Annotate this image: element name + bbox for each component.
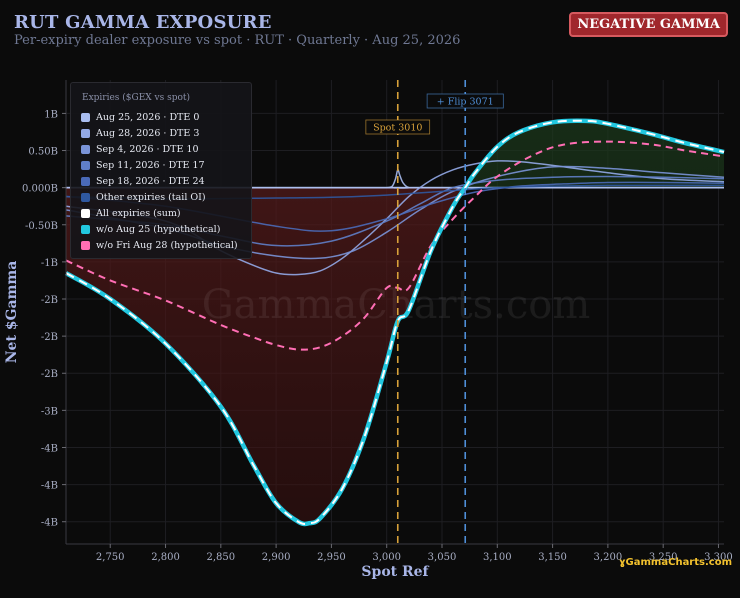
x-tick-label: 3,150 bbox=[538, 552, 567, 563]
legend-swatch bbox=[81, 144, 90, 154]
legend-item: Sep 18, 2026 · DTE 24 bbox=[81, 173, 251, 189]
spot-label: Spot 3010 bbox=[373, 123, 422, 134]
legend-label: Aug 28, 2026 · DTE 3 bbox=[96, 127, 200, 139]
legend-label: Sep 18, 2026 · DTE 24 bbox=[96, 175, 205, 187]
y-axis-label: Net $Gamma bbox=[4, 261, 20, 364]
legend-item: All expiries (sum) bbox=[81, 205, 251, 221]
gamma-regime-badge: NEGATIVE GAMMA bbox=[569, 12, 728, 37]
legend-label: w/o Fri Aug 28 (hypothetical) bbox=[96, 239, 238, 251]
x-tick-label: 3,050 bbox=[428, 552, 457, 563]
legend-swatch bbox=[81, 112, 90, 122]
axes: 2,750 2,800 2,850 2,900 2,950 3,000 3,050 3,100… bbox=[4, 80, 733, 580]
y-tick-label: -4B bbox=[41, 481, 58, 492]
x-tick-label: 3,000 bbox=[372, 552, 401, 563]
x-tick-label: 2,800 bbox=[151, 552, 180, 563]
series-line-8 bbox=[65, 119, 725, 525]
y-tick-label: -3B bbox=[41, 406, 58, 417]
x-tick-label: 3,250 bbox=[649, 552, 678, 563]
series-lines bbox=[64, 118, 725, 527]
legend-swatch bbox=[81, 192, 90, 202]
spot-label-box bbox=[365, 119, 431, 135]
x-tick-label: 2,850 bbox=[207, 552, 236, 563]
y-tick-label: 0.50B bbox=[28, 147, 58, 158]
legend-label: All expiries (sum) bbox=[96, 207, 181, 219]
y-tick-label: -1B bbox=[41, 258, 58, 269]
legend-label: Sep 4, 2026 · DTE 10 bbox=[96, 143, 199, 155]
legend-label: Other expiries (tail OI) bbox=[96, 191, 206, 203]
chart-subtitle: Per-expiry dealer exposure vs spot · RUT… bbox=[14, 33, 461, 48]
chart-title: RUT GAMMA EXPOSURE bbox=[14, 12, 272, 33]
brand-logo: ɣGammaCharts.com bbox=[619, 557, 732, 568]
x-axis-label: Spot Ref bbox=[361, 564, 429, 580]
legend-swatch bbox=[81, 240, 90, 250]
reference-markers: Spot 3010 + Flip 3071 bbox=[365, 80, 504, 544]
legend: Expiries ($GEX vs spot) Aug 25, 2026 · D… bbox=[70, 82, 252, 259]
y-tick-label: 1B bbox=[44, 109, 58, 120]
series-line-1 bbox=[65, 160, 725, 276]
x-tick-label: 3,200 bbox=[594, 552, 623, 563]
y-tick-label: 0.000B bbox=[22, 184, 58, 195]
y-tick-label: -0.50B bbox=[25, 221, 58, 232]
y-tick-label: -4B bbox=[41, 443, 58, 454]
legend-swatch bbox=[81, 160, 90, 170]
x-tick-label: 2,750 bbox=[96, 552, 125, 563]
x-tick-label: 2,900 bbox=[262, 552, 291, 563]
legend-item: w/o Fri Aug 28 (hypothetical) bbox=[81, 237, 251, 253]
y-tick-label: -2B bbox=[41, 369, 58, 380]
legend-item: Sep 11, 2026 · DTE 17 bbox=[81, 157, 251, 173]
legend-swatch bbox=[81, 208, 90, 218]
flip-label: + Flip 3071 bbox=[437, 97, 494, 108]
legend-label: Aug 25, 2026 · DTE 0 bbox=[96, 111, 200, 123]
legend-swatch bbox=[81, 176, 90, 186]
legend-item: w/o Aug 25 (hypothetical) bbox=[81, 221, 251, 237]
legend-title: Expiries ($GEX vs spot) bbox=[82, 93, 191, 103]
negative-gamma-area bbox=[66, 187, 466, 524]
legend-label: w/o Aug 25 (hypothetical) bbox=[96, 223, 221, 235]
legend-item: Other expiries (tail OI) bbox=[81, 189, 251, 205]
x-tick-label: 3,300 bbox=[704, 552, 733, 563]
y-tick-label: -2B bbox=[41, 332, 58, 343]
legend-item: Aug 28, 2026 · DTE 3 bbox=[81, 125, 251, 141]
y-tick-label: -2B bbox=[41, 295, 58, 306]
x-tick-label: 2,950 bbox=[317, 552, 346, 563]
legend-swatch bbox=[81, 128, 90, 138]
legend-label: Sep 11, 2026 · DTE 17 bbox=[96, 159, 205, 171]
x-tick-label: 3,100 bbox=[483, 552, 512, 563]
y-tick-label: -4B bbox=[41, 518, 58, 529]
legend-item: Aug 25, 2026 · DTE 0 bbox=[81, 109, 251, 125]
legend-item: Sep 4, 2026 · DTE 10 bbox=[81, 141, 251, 157]
flip-label-box bbox=[426, 93, 504, 109]
legend-swatch bbox=[81, 224, 90, 234]
